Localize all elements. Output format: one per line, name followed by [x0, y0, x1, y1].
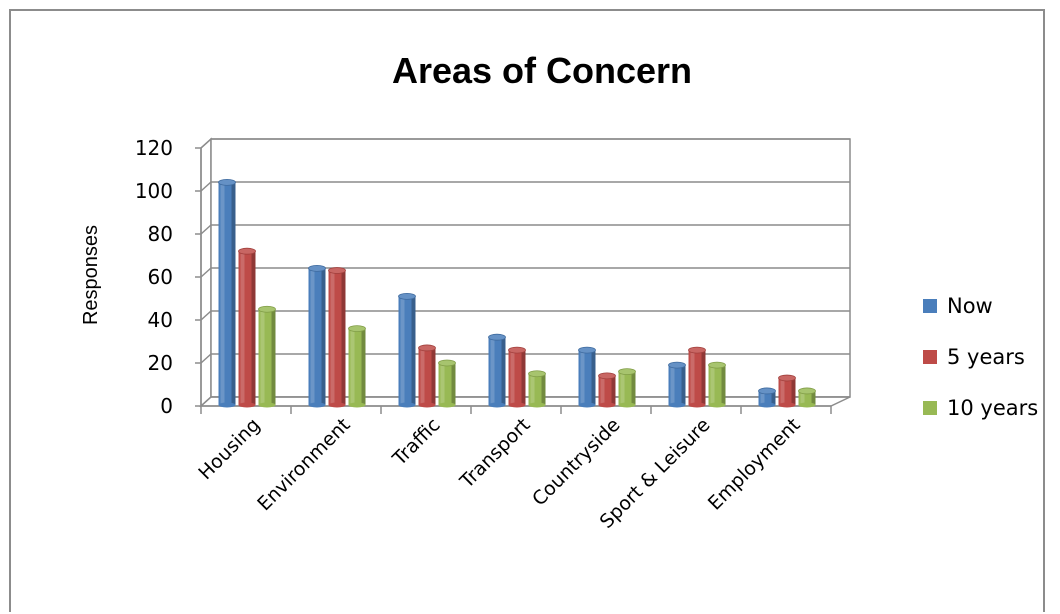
bar [348, 325, 366, 408]
gridline-side [200, 181, 212, 192]
bar [708, 361, 726, 408]
bar [418, 344, 436, 408]
y-axis-title: Responses [80, 225, 102, 325]
bar [578, 346, 596, 408]
bar [758, 387, 776, 408]
legend-label: 5 years [947, 345, 1025, 369]
bar [238, 247, 256, 408]
x-category-label: Employment [704, 414, 805, 515]
bar [688, 346, 706, 408]
bar [328, 267, 346, 408]
y-tick-label: 60 [148, 265, 173, 289]
x-category-label: Transport [455, 414, 534, 493]
bar [528, 370, 546, 408]
chart-container: 0 20 40 60 80 100 120 Housing Environment Traffi… [9, 9, 1045, 612]
chart-title: Areas of Concern [392, 50, 692, 91]
bar [778, 374, 796, 408]
gridline-side [200, 138, 212, 149]
legend-label: 10 years [947, 396, 1038, 420]
bar [668, 361, 686, 408]
x-category-label: Traffic [388, 414, 445, 471]
bar [308, 264, 326, 408]
y-tick-label: 80 [148, 222, 173, 246]
bar [438, 359, 456, 408]
x-category-label: Housing [194, 414, 264, 484]
legend-label: Now [947, 294, 993, 318]
y-tick-label: 40 [148, 308, 173, 332]
x-category-label: Countryside [528, 414, 624, 510]
gridline-side [200, 267, 212, 278]
legend-item: Now [923, 294, 993, 318]
bar [798, 387, 816, 408]
y-tick-label: 20 [148, 351, 173, 375]
bar [258, 305, 276, 408]
bar [508, 346, 526, 408]
y-tick-label: 0 [160, 394, 173, 418]
gridline-side [200, 396, 212, 407]
legend-swatch [923, 350, 937, 364]
gridline-side [200, 353, 212, 364]
legend: Now 5 years 10 years [923, 294, 1038, 420]
x-category-label: Environment [253, 414, 354, 515]
legend-swatch [923, 299, 937, 313]
legend-item: 10 years [923, 396, 1038, 420]
gridline-side [200, 310, 212, 321]
gridline-side [200, 224, 212, 235]
legend-swatch [923, 401, 937, 415]
bar [488, 333, 506, 408]
legend-item: 5 years [923, 345, 1025, 369]
bars [218, 178, 816, 408]
bar [398, 292, 416, 408]
y-tick-label: 120 [135, 136, 173, 160]
bar [598, 372, 616, 408]
y-tick-labels: 0 20 40 60 80 100 120 [135, 136, 173, 418]
bar [218, 178, 236, 408]
y-tick-label: 100 [135, 179, 173, 203]
bar [618, 368, 636, 408]
